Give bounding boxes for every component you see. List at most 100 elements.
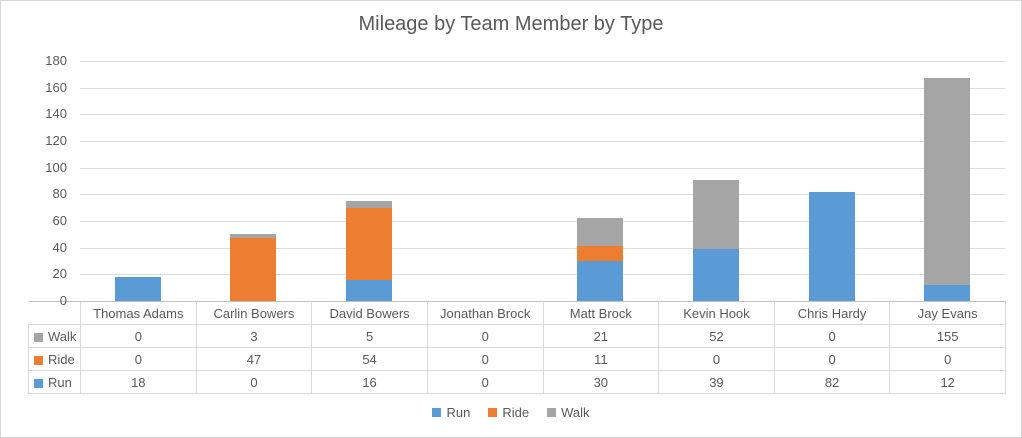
table-header-cell: Matt Brock <box>542 301 660 325</box>
table-row-label-text: Walk <box>48 328 77 344</box>
gridline <box>80 87 1005 89</box>
legend-swatch-icon <box>547 408 557 417</box>
legend-key-icon <box>34 355 43 365</box>
bar-segment-ride[interactable] <box>577 246 624 261</box>
table-value-cell: 54 <box>311 347 428 371</box>
table-value-cell: 0 <box>889 347 1006 371</box>
table-row-walk: Walk 0 3 5 0 21 52 0 155 <box>28 324 1006 348</box>
gridline <box>80 167 1005 169</box>
table-row-label: Ride <box>28 347 81 371</box>
bar-column <box>311 61 427 301</box>
table-row-label: Walk <box>28 324 81 348</box>
legend-key-icon <box>34 378 43 388</box>
bar-segment-run[interactable] <box>114 277 161 301</box>
gridline <box>80 221 1005 222</box>
table-value-cell: 82 <box>773 370 891 394</box>
y-axis-label: 20 <box>52 266 67 282</box>
gridline <box>80 247 1005 249</box>
table-header-cell: Chris Hardy <box>773 301 891 325</box>
bar-column <box>658 61 774 301</box>
table-value-cell: 0 <box>658 347 775 371</box>
bar-segment-walk[interactable] <box>924 78 971 285</box>
bar-segment-run[interactable] <box>924 285 971 301</box>
table-header-cell: Jay Evans <box>889 301 1006 325</box>
bar-segment-run[interactable] <box>577 261 624 301</box>
table-value-cell: 3 <box>195 324 313 348</box>
bar-segment-ride[interactable] <box>346 207 393 280</box>
legend-swatch-icon <box>432 408 442 417</box>
table-value-cell: 21 <box>542 324 660 348</box>
bar-column <box>80 61 196 301</box>
table-header-cell: Carlin Bowers <box>195 301 313 325</box>
legend-item-run[interactable]: Run <box>432 405 470 420</box>
plot-area <box>80 61 1005 301</box>
y-axis-label: 120 <box>45 133 67 148</box>
chart-legend: Run Ride Walk <box>1 405 1021 420</box>
table-value-cell: 52 <box>658 324 775 348</box>
bar-column <box>196 61 312 301</box>
gridline <box>80 274 1005 276</box>
bar-segment-run[interactable] <box>808 191 855 301</box>
y-axis-label: 180 <box>45 53 67 68</box>
table-value-cell: 30 <box>542 370 660 394</box>
bar-column <box>889 61 1005 301</box>
bar-segment-walk[interactable] <box>577 218 624 247</box>
y-axis-label: 100 <box>45 159 67 175</box>
table-value-cell: 18 <box>80 370 197 394</box>
y-axis-label: 140 <box>45 106 67 122</box>
bar-column <box>427 61 543 301</box>
table-header-cell: David Bowers <box>311 301 428 325</box>
table-row-label-text: Ride <box>48 351 75 367</box>
bar-segment-walk[interactable] <box>230 234 277 239</box>
bar-segment-ride[interactable] <box>230 238 277 301</box>
gridline <box>80 141 1005 142</box>
legend-item-walk[interactable]: Walk <box>547 405 590 420</box>
bar-column <box>543 61 659 301</box>
gridline <box>80 61 1005 62</box>
y-axis-label: 40 <box>52 239 67 255</box>
table-row-label: Run <box>28 370 81 394</box>
table-value-cell: 0 <box>426 324 544 348</box>
table-value-cell: 0 <box>195 370 313 394</box>
chart-data-table: Thomas Adams Carlin Bowers David Bowers Jon… <box>28 301 1006 394</box>
legend-swatch-icon <box>488 408 498 417</box>
table-row-ride: Ride 0 47 54 0 11 0 0 0 <box>28 347 1006 371</box>
table-value-cell: 47 <box>195 347 313 371</box>
table-row-run: Run 18 0 16 0 30 39 82 12 <box>28 370 1006 394</box>
y-axis-label: 80 <box>52 186 67 202</box>
bar-segment-walk[interactable] <box>692 179 739 249</box>
y-axis-label: 160 <box>45 79 67 95</box>
table-value-cell: 5 <box>311 324 428 348</box>
table-header-cell: Jonathan Brock <box>426 301 544 325</box>
table-value-cell: 0 <box>426 370 544 394</box>
table-value-cell: 0 <box>773 324 891 348</box>
bar-column <box>774 61 890 301</box>
table-value-cell: 0 <box>773 347 891 371</box>
table-value-cell: 0 <box>80 324 197 348</box>
table-value-cell: 39 <box>658 370 775 394</box>
bar-segment-run[interactable] <box>692 249 739 301</box>
chart-title: Mileage by Team Member by Type <box>358 13 664 35</box>
table-value-cell: 12 <box>889 370 1006 394</box>
table-value-cell: 0 <box>426 347 544 371</box>
table-value-cell: 11 <box>542 347 660 371</box>
y-axis-label: 60 <box>52 213 67 228</box>
legend-key-icon <box>34 332 43 342</box>
table-header-cell: Thomas Adams <box>80 301 197 325</box>
table-row-label-text: Run <box>48 374 72 390</box>
bar-segment-run[interactable] <box>346 279 393 301</box>
table-value-cell: 0 <box>80 347 197 371</box>
table-header-cell: Kevin Hook <box>658 301 775 325</box>
bar-segment-walk[interactable] <box>346 201 393 208</box>
table-value-cell: 155 <box>889 324 1006 348</box>
gridline <box>80 114 1005 116</box>
legend-item-label: Walk <box>561 405 590 420</box>
table-corner-cell <box>28 301 81 325</box>
legend-item-label: Ride <box>502 405 530 420</box>
y-axis-label: 0 <box>59 293 67 308</box>
legend-item-ride[interactable]: Ride <box>488 405 529 420</box>
table-value-cell: 16 <box>311 370 428 394</box>
gridline <box>80 194 1005 196</box>
legend-item-label: Run <box>446 405 471 420</box>
